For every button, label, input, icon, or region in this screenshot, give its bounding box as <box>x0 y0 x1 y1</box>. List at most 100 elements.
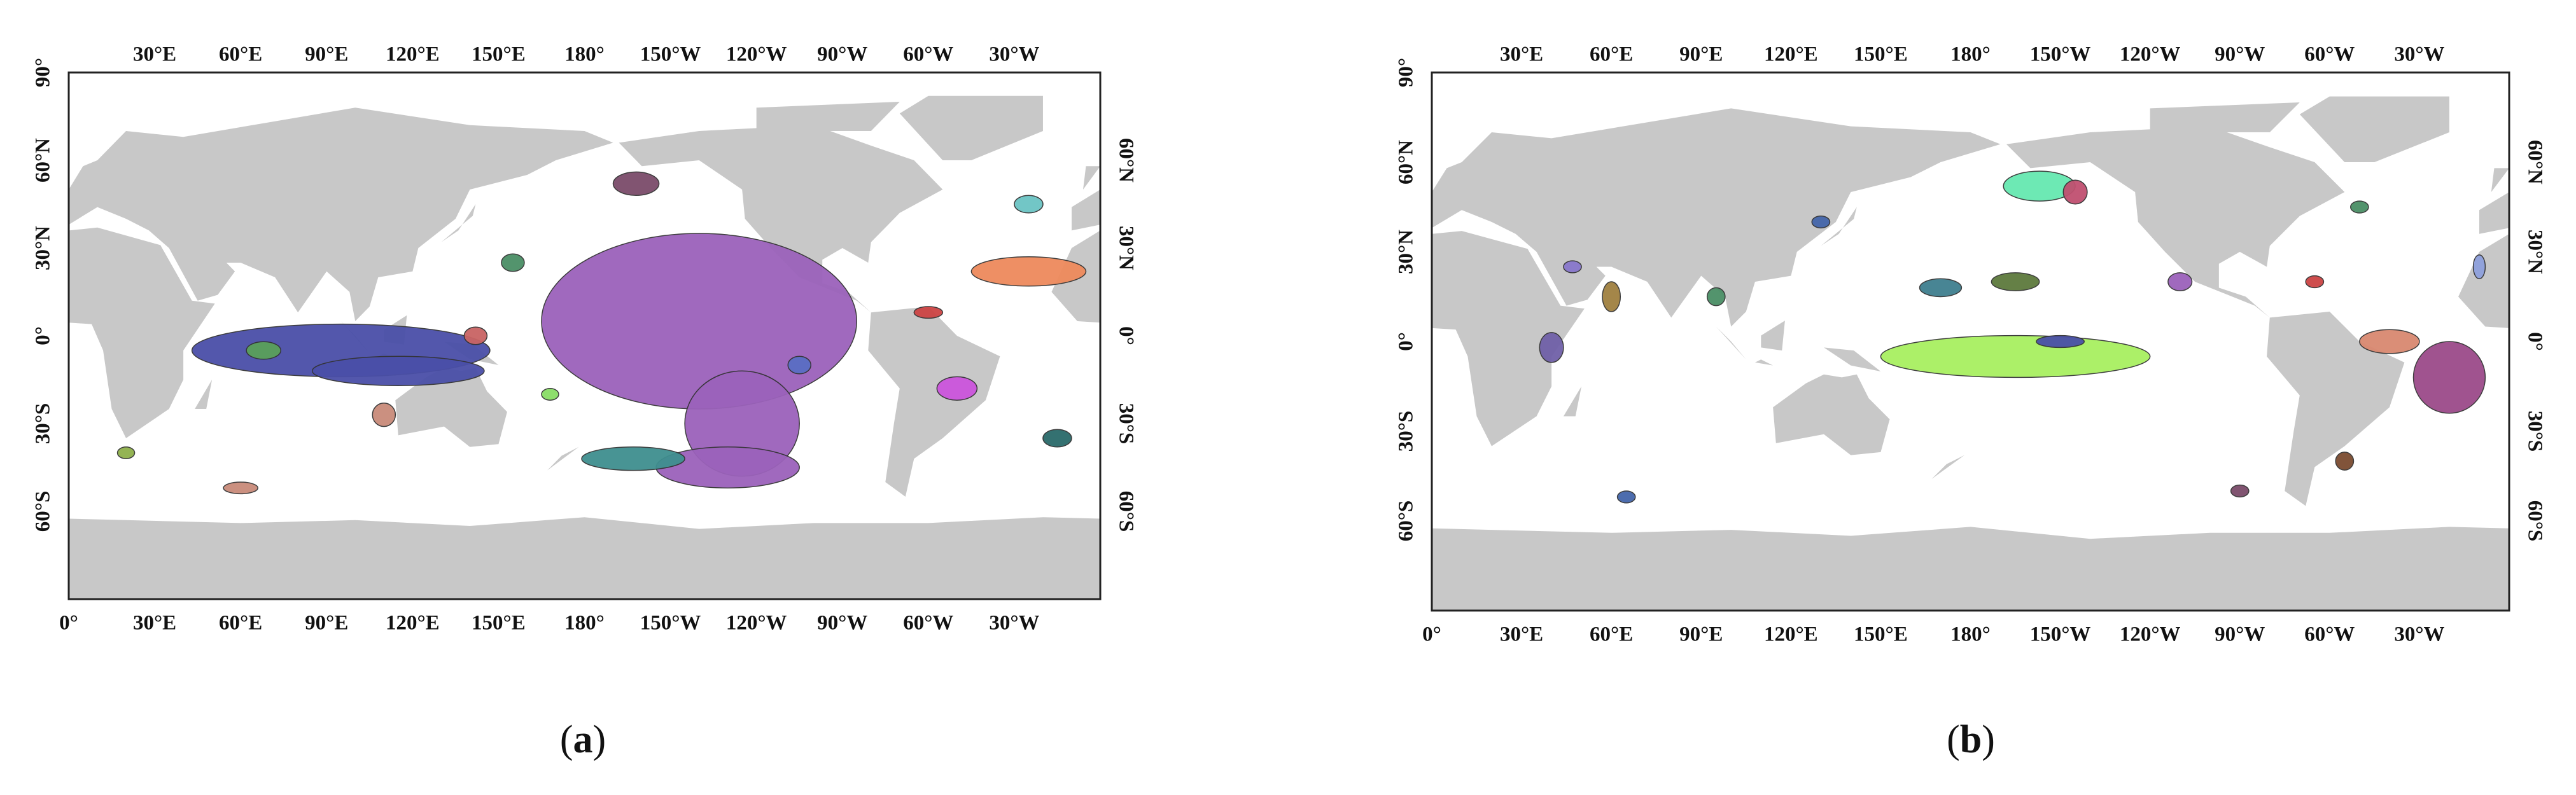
bottom-tick-label: 60°E <box>1590 623 1633 646</box>
top-tick-label: 120°W <box>2120 43 2181 66</box>
map-frame <box>1431 71 2510 612</box>
land <box>619 125 943 313</box>
land <box>1226 380 1243 409</box>
cluster-region <box>1563 260 1582 273</box>
land <box>69 107 613 321</box>
cluster-region <box>2305 275 2325 289</box>
bottom-tick-label: 120°W <box>726 612 787 635</box>
bottom-tick-label: 60°E <box>219 612 262 635</box>
cluster-region <box>501 253 525 272</box>
bottom-tick-label: 90°W <box>817 612 867 635</box>
bottom-tick-label: 120°W <box>2120 623 2181 646</box>
top-tick-label: 60°W <box>2304 43 2355 66</box>
cluster-region <box>1919 278 1963 298</box>
caption-part: a <box>573 718 593 761</box>
cluster-region <box>2230 484 2250 498</box>
left-tick-label: 30°N <box>32 226 55 270</box>
bottom-tick-label: 90°E <box>305 612 348 635</box>
bottom-tick-label: 90°E <box>1679 623 1723 646</box>
cluster-region <box>2350 200 2369 214</box>
land <box>1432 527 1971 611</box>
land <box>1071 190 1100 231</box>
map-panel: 30°E 60°E 90°E 120°E 150°E 180° 150°W 120°W 90°W… <box>1222 43 2547 762</box>
top-tick-label: 120°E <box>1764 43 1818 66</box>
right-tick-label: 30°S <box>2523 411 2546 452</box>
cluster-region <box>1539 332 1564 363</box>
cluster-region <box>463 326 488 345</box>
map-panel: 30°E 60°E 90°E 120°E 150°E 180° 150°W 120°W 90°W… <box>32 43 1243 762</box>
land <box>1761 321 1785 351</box>
land <box>1222 97 1372 162</box>
cluster-region <box>2472 254 2486 280</box>
cluster-region <box>2335 452 2355 471</box>
cluster-region <box>246 341 281 360</box>
land <box>1082 166 1100 190</box>
caption-part: b <box>1960 718 1982 761</box>
land <box>2150 102 2300 132</box>
map-area <box>1222 73 2509 611</box>
left-tick-label: 60°S <box>1395 501 1418 542</box>
cluster-region <box>541 233 858 410</box>
cluster-region <box>1706 287 1726 307</box>
land <box>2299 96 2449 162</box>
cluster-region <box>223 481 258 495</box>
land <box>1773 374 1890 455</box>
top-tick-label: 60°W <box>903 43 953 66</box>
bottom-tick-label: 90°W <box>2215 623 2265 646</box>
land <box>2006 126 2345 318</box>
left-tick-label: 0° <box>32 326 55 345</box>
left-tick-label: 30°S <box>1395 411 1418 452</box>
cluster-region <box>1811 215 1831 229</box>
land <box>756 102 900 131</box>
top-tick-label: 90°E <box>305 43 348 66</box>
bottom-tick-label: 30°W <box>2394 623 2444 646</box>
cluster-region <box>936 376 978 401</box>
bottom-tick-label: 150°E <box>472 612 526 635</box>
bottom-tick-label: 120°E <box>1764 623 1818 646</box>
right-tick-label: 60°S <box>1114 491 1137 532</box>
cluster-region <box>1014 195 1044 214</box>
bottom-tick-label: 30°E <box>1500 623 1543 646</box>
land <box>1931 455 1965 480</box>
land <box>195 380 213 409</box>
land <box>1754 359 1774 366</box>
cluster-region <box>787 356 811 375</box>
right-tick-label: 30°S <box>1114 403 1137 445</box>
cluster-region <box>970 256 1087 287</box>
land <box>547 446 579 471</box>
right-tick-label: 30°N <box>1114 226 1137 270</box>
cluster-region <box>1602 281 1621 312</box>
bottom-tick-label: 60°W <box>903 612 953 635</box>
map-frame <box>67 71 1102 600</box>
land <box>2267 312 2405 506</box>
left-tick-label: 30°N <box>1395 230 1418 274</box>
cluster-region <box>1616 490 1636 504</box>
cluster-region <box>311 356 485 386</box>
left-tick-label: 90° <box>32 58 55 87</box>
right-tick-label: 0° <box>1114 326 1137 345</box>
top-tick-label: 90°E <box>1679 43 1723 66</box>
caption-part: ) <box>593 718 606 761</box>
land <box>584 517 1100 599</box>
top-tick-label: 30°E <box>1500 43 1543 66</box>
land <box>2479 192 2509 234</box>
left-tick-label: 90° <box>1395 58 1418 87</box>
land <box>69 517 585 599</box>
top-tick-label: 90°W <box>2215 43 2265 66</box>
right-tick-label: 0° <box>2523 332 2546 351</box>
top-tick-label: 150°E <box>472 43 526 66</box>
bottom-tick-label: 0° <box>1422 623 1441 646</box>
caption-part: ) <box>1982 718 1995 761</box>
left-tick-label: 60°N <box>1395 140 1418 184</box>
cluster-region <box>372 403 396 427</box>
cluster-region <box>1880 335 2151 378</box>
cluster-region <box>2412 341 2486 414</box>
land <box>1970 527 2509 611</box>
top-tick-label: 30°W <box>989 43 1039 66</box>
left-tick-label: 30°S <box>32 403 55 445</box>
top-tick-label: 180° <box>1950 43 1991 66</box>
cluster-region <box>612 171 660 196</box>
top-tick-label: 150°W <box>640 43 701 66</box>
top-tick-label: 90°W <box>817 43 867 66</box>
